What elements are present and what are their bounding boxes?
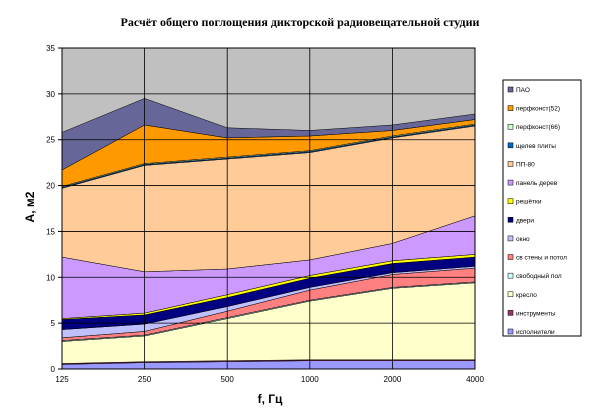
y-tick-label-6: 30 (46, 90, 55, 99)
legend-label-0: ПАО (516, 87, 530, 94)
x-axis-label: f, Гц (258, 392, 283, 406)
legend-swatch-1 (507, 105, 514, 111)
y-axis-label: A, м2 (23, 191, 37, 222)
y-tick-label-1: 5 (51, 319, 56, 328)
legend-label-5: панель дерев (516, 180, 558, 187)
legend-label-2: перфконст(66) (516, 124, 560, 131)
legend-label-13: исполнители (516, 329, 555, 336)
x-tick-label-5: 4000 (466, 375, 484, 384)
legend-swatch-8 (507, 235, 514, 242)
y-tick-label-0: 0 (51, 365, 56, 374)
legend-label-8: окно (516, 236, 530, 243)
legend-swatch-11 (507, 291, 514, 298)
legend-label-11: кресло (516, 292, 537, 299)
legend-label-7: двери (516, 217, 534, 224)
legend-label-3: щелев плиты (516, 143, 556, 150)
legend-box (502, 79, 582, 337)
legend-label-6: решётки (516, 199, 542, 206)
legend-label-1: перфконст(52) (516, 106, 560, 113)
y-tick-label-4: 20 (46, 182, 55, 191)
x-tick-label-3: 1000 (301, 375, 319, 384)
legend-swatch-12 (507, 310, 514, 316)
legend-swatch-3 (507, 142, 514, 149)
legend-swatch-9 (507, 254, 514, 260)
legend-swatch-2 (507, 123, 514, 130)
legend-swatch-0 (507, 86, 514, 93)
x-tick-label-0: 125 (55, 375, 69, 384)
x-tick-label-4: 2000 (384, 375, 402, 384)
y-tick-label-7: 35 (46, 44, 55, 53)
chart-title: Расчёт общего поглощения дикторской ради… (121, 15, 480, 29)
legend-label-4: ПП-80 (516, 161, 535, 168)
x-tick-label-2: 500 (221, 375, 235, 384)
legend-swatch-7 (507, 217, 514, 223)
legend-swatch-5 (507, 179, 514, 186)
y-tick-label-5: 25 (46, 136, 55, 145)
y-tick-label-3: 15 (46, 227, 55, 236)
legend-swatch-4 (507, 161, 514, 167)
x-tick-label-1: 250 (138, 375, 152, 384)
legend-swatch-6 (507, 198, 514, 204)
legend-label-12: инструменты (516, 310, 556, 317)
y-tick-label-2: 10 (46, 273, 55, 282)
plot-frame (61, 47, 476, 370)
legend-label-10: свободный пол (516, 272, 562, 280)
legend-swatch-10 (507, 272, 514, 279)
legend-swatch-13 (507, 328, 514, 335)
legend-label-9: св стены и потол (516, 255, 567, 262)
